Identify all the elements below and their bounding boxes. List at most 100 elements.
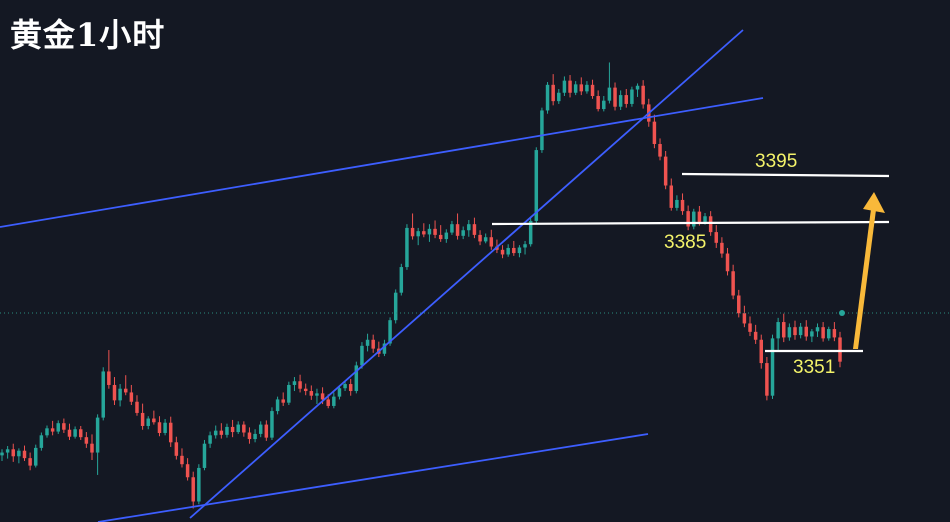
candle-body [523, 244, 527, 248]
candle-body [410, 227, 415, 237]
candle-body [742, 313, 747, 324]
candle [202, 439, 207, 471]
candle-body [5, 449, 10, 453]
candle [45, 425, 49, 438]
candle-body [703, 216, 707, 222]
candle [163, 418, 167, 436]
candle-body [174, 442, 179, 456]
candle [590, 79, 595, 99]
candle [343, 381, 347, 392]
candle-body [17, 450, 21, 457]
candle-body [332, 396, 336, 406]
candle [253, 429, 257, 443]
candle-body [303, 388, 308, 392]
candle [191, 471, 195, 509]
candle-body [506, 247, 510, 255]
candle-body [73, 429, 77, 437]
candle [230, 419, 235, 438]
candle-body [737, 295, 741, 314]
candle-body [320, 393, 325, 400]
candle-body [309, 391, 314, 396]
candle-body [399, 267, 404, 293]
candle-body [433, 228, 437, 235]
candle-body [579, 84, 584, 92]
candle [658, 138, 662, 161]
candle [438, 225, 443, 242]
candle-body [95, 417, 100, 453]
candle-body [748, 323, 752, 332]
candle-body [197, 467, 201, 502]
support-line-3385 [491, 220, 890, 226]
candle-body [45, 428, 49, 436]
candle [56, 420, 60, 434]
candle [787, 323, 792, 341]
candle [185, 458, 190, 481]
candle [427, 224, 432, 242]
candle [399, 263, 404, 296]
candle-body [123, 388, 128, 393]
candle-body [270, 411, 274, 438]
candle [146, 416, 150, 430]
candle [275, 396, 280, 415]
candle [444, 229, 449, 243]
candle-body [146, 418, 150, 426]
candle-body [354, 365, 359, 392]
candle [129, 384, 134, 406]
candle [686, 205, 690, 231]
candle-body [287, 384, 291, 403]
candle [770, 334, 775, 399]
candle [455, 213, 460, 240]
candle [382, 339, 387, 357]
candle [84, 432, 89, 448]
candle [579, 77, 584, 96]
candle-body [551, 84, 555, 102]
candle-body [838, 337, 842, 362]
candle [67, 423, 72, 440]
candle-body [34, 447, 38, 466]
candle-body [753, 331, 758, 340]
chart-title: 黄金1小时 [10, 16, 166, 54]
candle [39, 432, 44, 451]
trendline-lower-channel [97, 433, 649, 522]
candle [540, 107, 544, 153]
candle [332, 392, 336, 409]
candle [298, 374, 302, 393]
candle-body [208, 435, 212, 444]
candle-body [585, 84, 589, 92]
candle [348, 378, 353, 396]
candle [596, 90, 600, 112]
candle [292, 377, 297, 392]
candle [568, 75, 572, 98]
candle-body [692, 211, 696, 227]
candle [90, 434, 94, 461]
candle-body [832, 329, 837, 338]
candle [242, 421, 246, 437]
candle [534, 147, 539, 224]
candle-body [821, 327, 825, 339]
candle [798, 322, 803, 339]
candle-body [489, 237, 494, 247]
candle-body [0, 452, 4, 456]
candle-body [618, 95, 623, 107]
candle [692, 208, 696, 230]
candle-body [264, 424, 269, 438]
candle-body [225, 426, 229, 435]
candle-body [422, 231, 426, 235]
candle-body [517, 247, 522, 254]
candle-body [129, 392, 134, 402]
candle-body [393, 292, 398, 321]
candle [73, 426, 77, 439]
candle-body [416, 231, 420, 237]
candle-body [545, 84, 550, 111]
candle [354, 361, 359, 394]
candle-body [382, 343, 387, 354]
candle [371, 334, 375, 353]
candle [523, 240, 527, 255]
candle [759, 334, 764, 369]
candle [112, 377, 117, 406]
candle-body [467, 224, 471, 231]
candle-body [168, 422, 173, 443]
candle [630, 86, 634, 107]
candle-body [483, 237, 488, 242]
candle [287, 381, 291, 406]
